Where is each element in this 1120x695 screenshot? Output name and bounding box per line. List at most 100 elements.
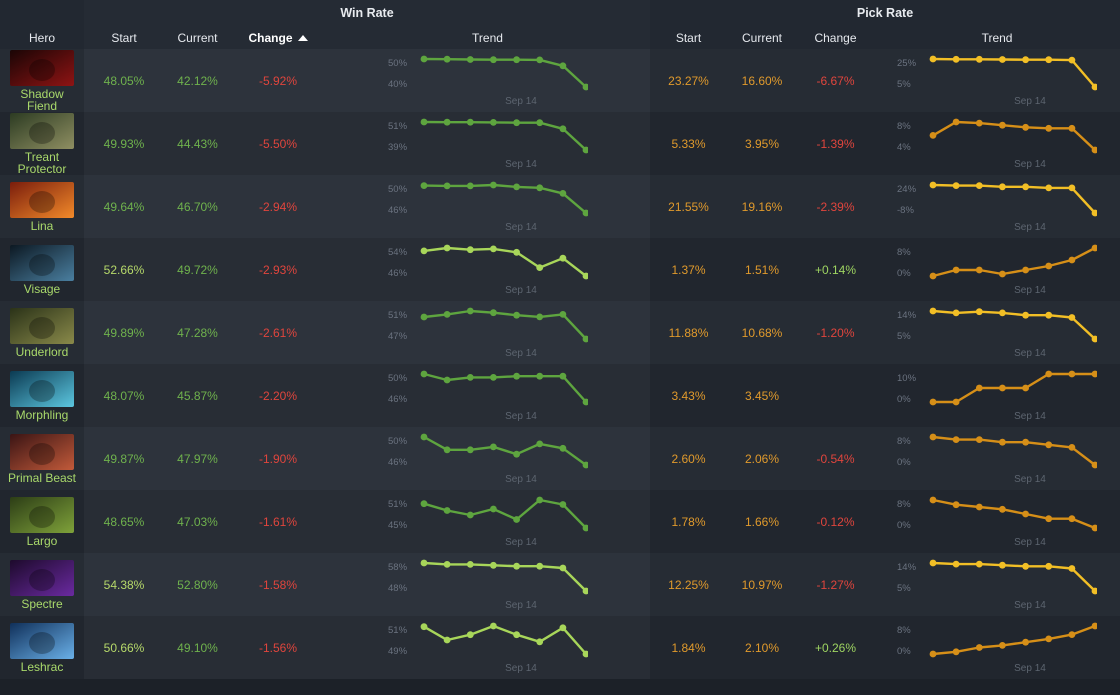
pr-trend-point[interactable]: [1091, 622, 1098, 629]
pr-trend-point[interactable]: [952, 118, 960, 125]
pr-trend-point[interactable]: [1091, 244, 1098, 251]
pr-trend-point[interactable]: [1045, 311, 1053, 319]
pr-trend-point[interactable]: [1022, 562, 1030, 570]
wr-trend-point[interactable]: [512, 450, 520, 458]
wr-trend-point[interactable]: [420, 370, 427, 377]
wr-trend-point[interactable]: [489, 505, 497, 512]
wr-trend-point[interactable]: [466, 182, 474, 189]
wr-trend-point[interactable]: [559, 310, 566, 318]
hero-portrait[interactable]: [10, 181, 74, 218]
wr-trend-point[interactable]: [535, 496, 543, 503]
wr-trend-point[interactable]: [489, 443, 497, 450]
pr-current-column-header[interactable]: Current: [727, 26, 797, 49]
pr-trend-point[interactable]: [929, 272, 937, 279]
hero-portrait[interactable]: [10, 433, 74, 470]
wr-trend-point[interactable]: [420, 313, 427, 320]
pr-trend-point[interactable]: [999, 55, 1006, 63]
wr-trend-point[interactable]: [559, 564, 566, 571]
hero-name[interactable]: Treant Protector: [18, 151, 67, 175]
pr-trend-point[interactable]: [929, 433, 937, 440]
wr-trend-point[interactable]: [582, 272, 588, 279]
wr-trend-point[interactable]: [582, 398, 588, 405]
pr-trend-point[interactable]: [929, 650, 937, 657]
pr-trend-point[interactable]: [952, 560, 960, 567]
wr-trend-point[interactable]: [535, 372, 543, 380]
wr-trend-point[interactable]: [535, 440, 543, 447]
pr-trend-point[interactable]: [1045, 184, 1053, 191]
pr-trend-point[interactable]: [929, 131, 937, 139]
wr-current-column-header[interactable]: Current: [164, 26, 231, 49]
wr-trend-point[interactable]: [420, 247, 427, 254]
wr-trend-point[interactable]: [489, 373, 497, 381]
wr-trend-point[interactable]: [512, 55, 520, 63]
pr-trend-point[interactable]: [1045, 124, 1053, 132]
wr-trend-point[interactable]: [559, 254, 566, 262]
hero-cell[interactable]: Lina: [0, 175, 84, 238]
wr-trend-point[interactable]: [420, 559, 427, 566]
pr-change-column-header[interactable]: Change: [797, 26, 874, 49]
wr-trend-point[interactable]: [582, 587, 588, 594]
wr-trend-point[interactable]: [466, 307, 474, 314]
wr-trend-point[interactable]: [420, 499, 427, 507]
pr-trend-point[interactable]: [929, 55, 937, 62]
hero-cell[interactable]: Shadow Fiend: [0, 49, 84, 112]
pr-trend-point[interactable]: [999, 641, 1006, 649]
wr-trend-point[interactable]: [535, 118, 543, 126]
pr-trend-point[interactable]: [999, 270, 1006, 277]
pr-trend-point[interactable]: [999, 182, 1006, 190]
wr-trend-point[interactable]: [466, 245, 474, 253]
pr-trend-point[interactable]: [975, 503, 983, 510]
pr-trend-point[interactable]: [1091, 146, 1098, 153]
pr-trend-point[interactable]: [975, 435, 983, 443]
wr-trend-point[interactable]: [512, 562, 520, 570]
wr-trend-point[interactable]: [512, 183, 520, 190]
pr-trend-point[interactable]: [1091, 209, 1098, 216]
pr-trend-point[interactable]: [999, 438, 1006, 446]
pr-trend-point[interactable]: [952, 55, 960, 63]
wr-trend-point[interactable]: [559, 189, 566, 197]
pr-trend-point[interactable]: [929, 496, 937, 503]
wr-trend-point[interactable]: [582, 83, 588, 90]
pr-trend-point[interactable]: [999, 384, 1006, 391]
wr-trend-point[interactable]: [489, 181, 497, 188]
hero-portrait[interactable]: [10, 559, 74, 596]
pr-trend-point[interactable]: [1068, 514, 1076, 522]
wr-trend-point[interactable]: [582, 209, 588, 216]
wr-trend-point[interactable]: [582, 146, 588, 153]
pr-trend-point[interactable]: [975, 266, 983, 273]
hero-name[interactable]: Visage: [24, 283, 60, 295]
wr-trend-point[interactable]: [559, 61, 566, 69]
wr-trend-point[interactable]: [466, 373, 474, 381]
hero-cell[interactable]: Largo: [0, 490, 84, 553]
wr-trend-point[interactable]: [466, 630, 474, 638]
pr-trend-point[interactable]: [1045, 635, 1053, 642]
wr-trend-point[interactable]: [582, 335, 588, 342]
wr-trend-point[interactable]: [466, 118, 474, 126]
hero-name[interactable]: Lina: [31, 220, 54, 232]
pr-trend-point[interactable]: [1091, 524, 1098, 531]
hero-name[interactable]: Underlord: [16, 346, 69, 358]
wr-trend-point[interactable]: [512, 118, 520, 126]
pr-trend-point[interactable]: [1045, 562, 1053, 570]
pr-trend-point[interactable]: [952, 181, 960, 189]
wr-trend-point[interactable]: [512, 630, 520, 638]
wr-trend-point[interactable]: [512, 311, 520, 319]
pr-trend-point[interactable]: [1022, 266, 1030, 273]
wr-trend-point[interactable]: [512, 248, 520, 256]
hero-cell[interactable]: Spectre: [0, 553, 84, 616]
wr-trend-point[interactable]: [443, 376, 450, 383]
wr-trend-point[interactable]: [420, 181, 427, 189]
hero-portrait[interactable]: [10, 307, 74, 344]
hero-portrait[interactable]: [10, 370, 74, 407]
hero-portrait[interactable]: [10, 112, 74, 149]
pr-trend-point[interactable]: [1068, 56, 1076, 63]
pr-trend-point[interactable]: [1091, 335, 1098, 342]
pr-trend-point[interactable]: [952, 435, 960, 443]
wr-trend-point[interactable]: [512, 515, 520, 523]
pr-trend-point[interactable]: [1045, 262, 1053, 269]
pr-trend-point[interactable]: [952, 266, 960, 273]
wr-trend-point[interactable]: [582, 650, 588, 657]
pr-trend-point[interactable]: [1022, 55, 1030, 63]
wr-trend-point[interactable]: [489, 245, 497, 252]
pr-trend-point[interactable]: [1068, 124, 1076, 132]
